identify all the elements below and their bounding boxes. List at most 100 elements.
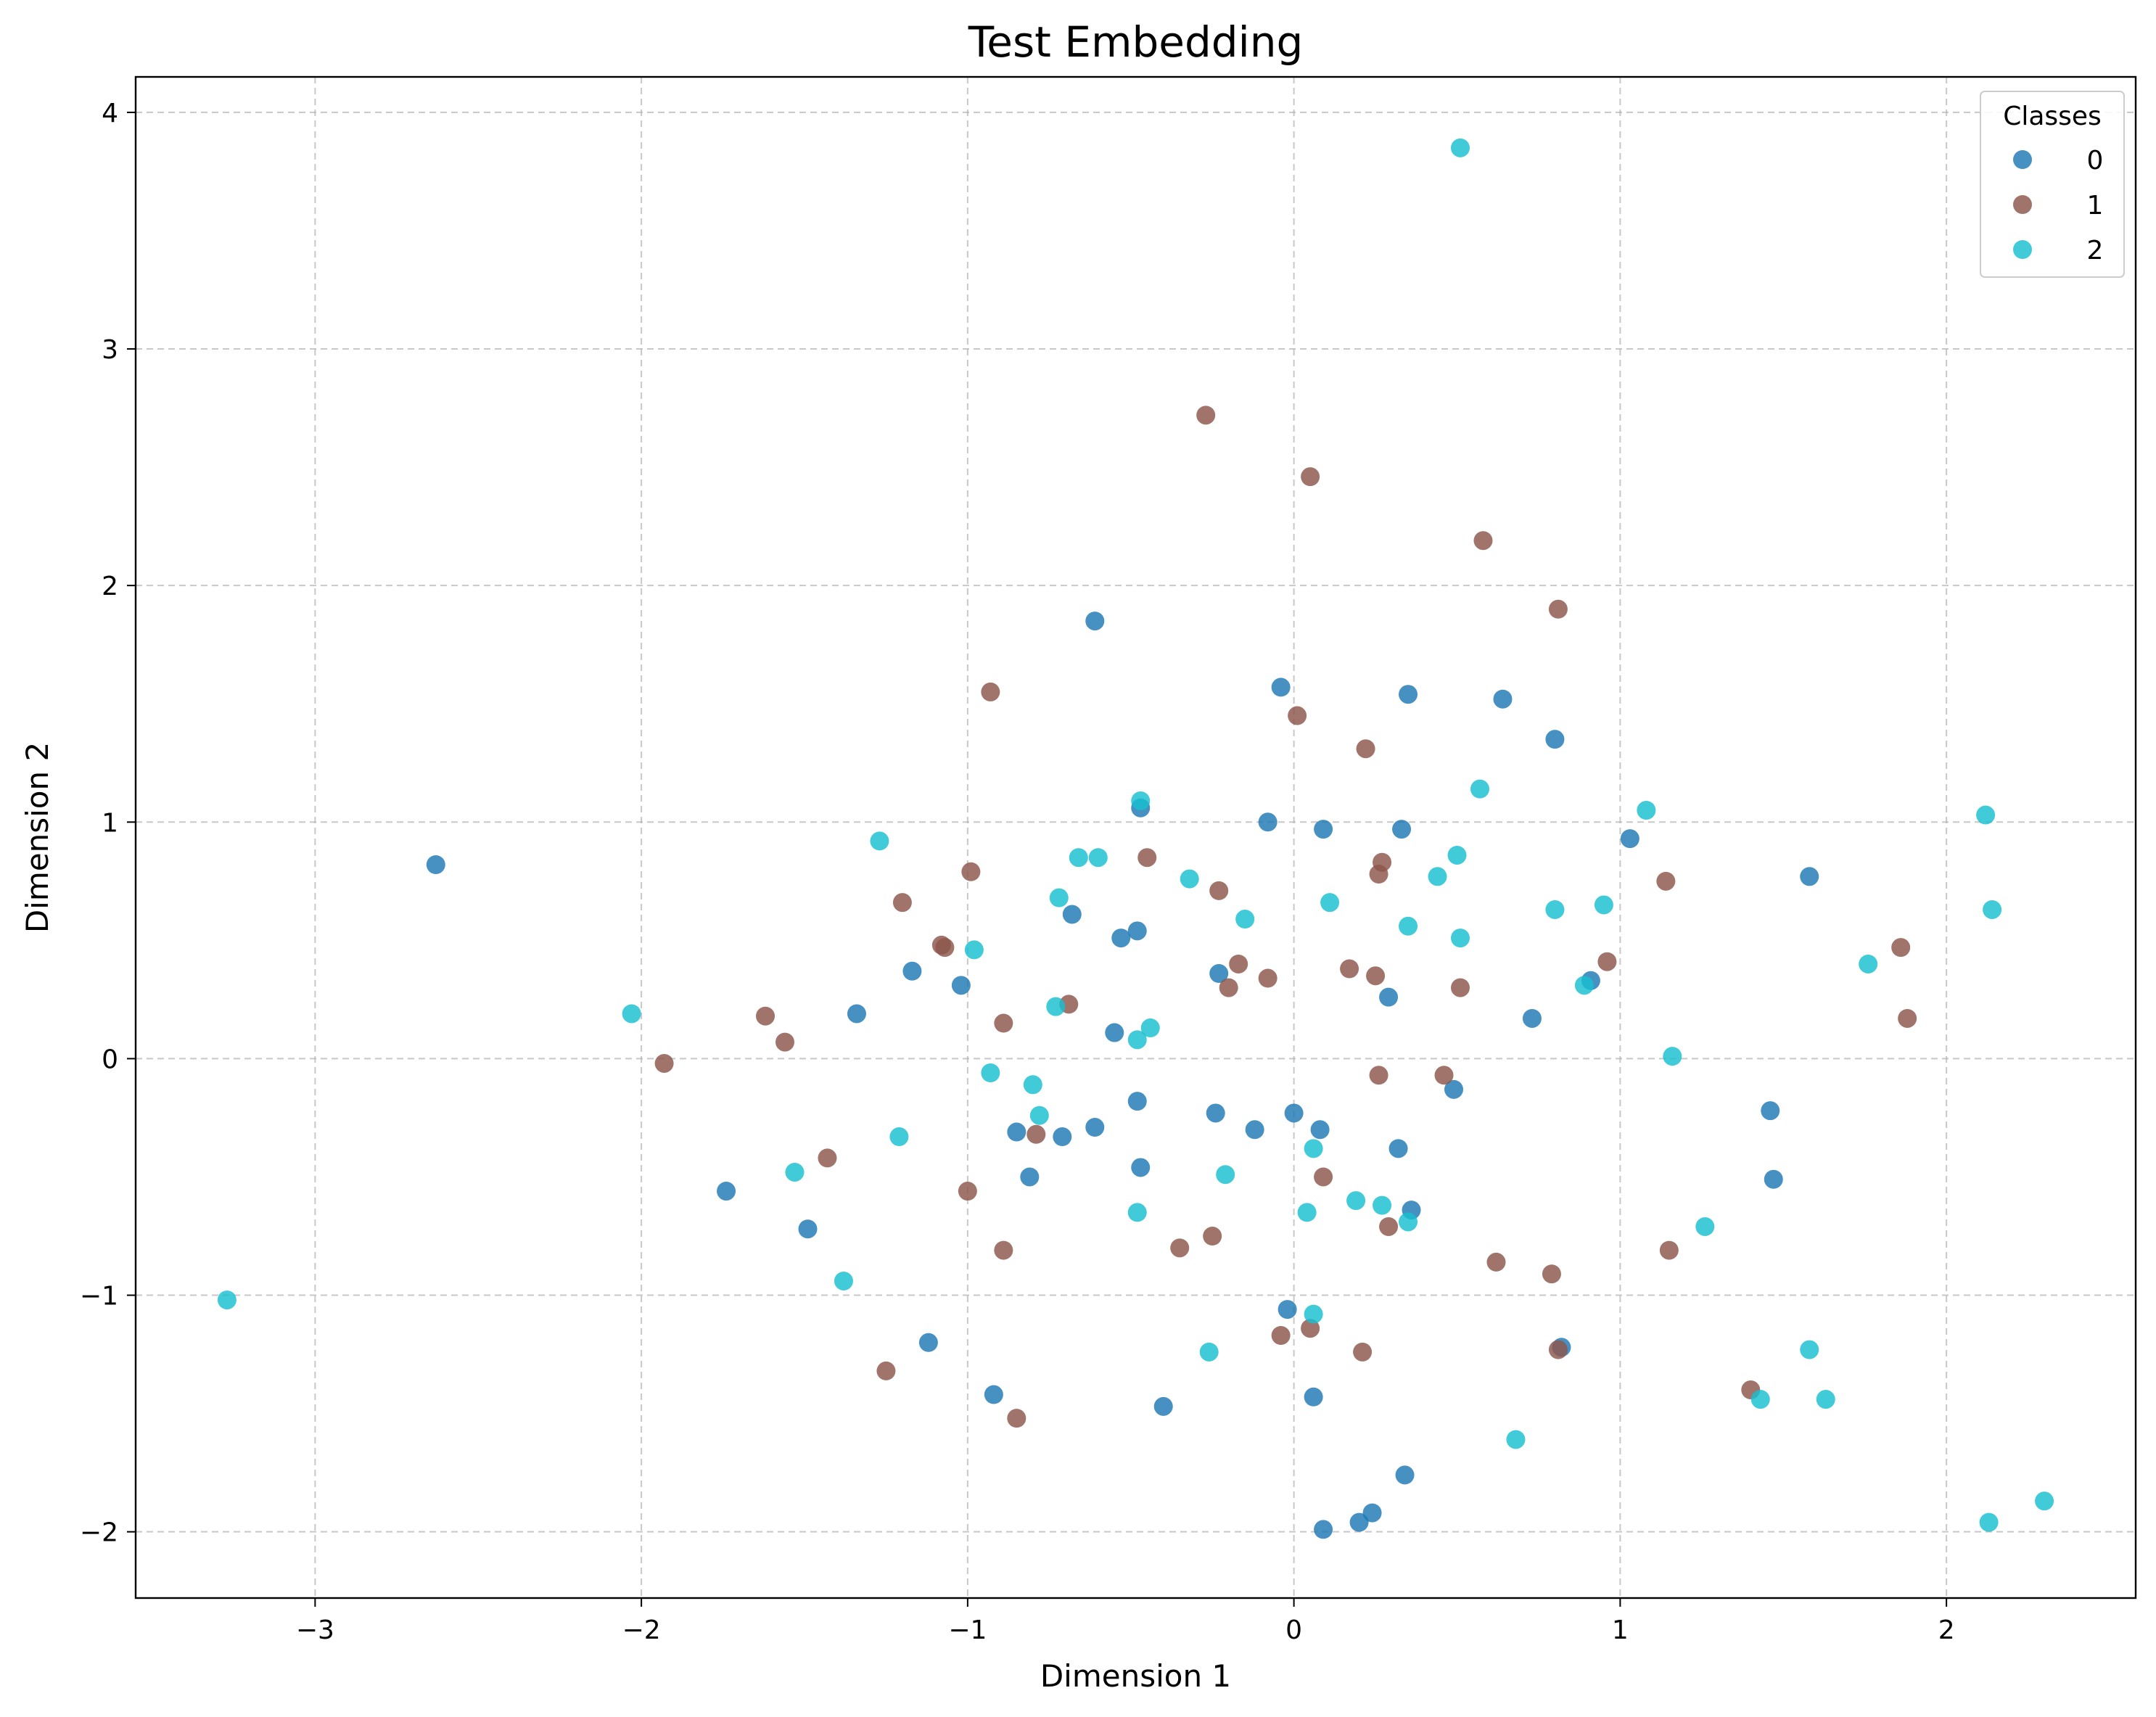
point-class-0 (1085, 1118, 1105, 1137)
point-class-2 (217, 1290, 236, 1310)
x-tick-label: 0 (1285, 1615, 1302, 1645)
point-class-2 (1399, 916, 1418, 936)
point-class-1 (961, 862, 981, 881)
point-class-1 (935, 938, 955, 958)
point-class-1 (1209, 881, 1229, 900)
point-class-0 (1314, 1520, 1333, 1539)
point-class-0 (1392, 820, 1412, 839)
point-class-0 (1127, 921, 1147, 941)
point-class-0 (847, 1004, 866, 1024)
point-class-0 (1388, 1139, 1408, 1158)
point-class-1 (775, 1032, 795, 1052)
y-tick-label: 0 (102, 1045, 118, 1074)
point-class-1 (1659, 1240, 1679, 1260)
point-class-2 (1451, 138, 1470, 157)
y-tick-label: 1 (102, 808, 118, 838)
point-class-2 (1127, 1203, 1147, 1222)
point-class-1 (1203, 1227, 1222, 1246)
point-class-1 (1366, 966, 1386, 986)
point-class-2 (1574, 976, 1594, 995)
point-class-0 (798, 1219, 818, 1239)
point-class-0 (1245, 1120, 1264, 1140)
point-class-1 (1597, 952, 1617, 971)
point-class-0 (1127, 1092, 1147, 1111)
point-class-2 (1447, 845, 1467, 865)
point-class-1 (1007, 1409, 1026, 1428)
point-class-0 (1209, 964, 1229, 984)
point-class-2 (1800, 1340, 1819, 1359)
point-class-1 (1271, 1325, 1291, 1345)
legend: Classes 0 1 2 (1980, 91, 2125, 278)
point-class-1 (1898, 1008, 1917, 1028)
legend-marker-1 (2013, 195, 2032, 214)
point-class-1 (1373, 852, 1392, 872)
point-class-0 (1522, 1008, 1542, 1028)
point-class-2 (1470, 779, 1489, 799)
point-class-2 (889, 1127, 909, 1147)
x-tick-label: 2 (1938, 1615, 1955, 1645)
point-class-0 (1395, 1465, 1415, 1485)
point-class-0 (1007, 1122, 1026, 1142)
point-class-2 (1637, 800, 1656, 820)
point-class-0 (1620, 829, 1639, 849)
x-tick-label: −1 (948, 1615, 987, 1645)
point-class-1 (1137, 848, 1157, 868)
point-class-1 (1656, 871, 1676, 891)
point-class-0 (1153, 1396, 1173, 1416)
point-class-0 (1284, 1103, 1304, 1123)
x-tick-label: −2 (622, 1615, 661, 1645)
point-class-1 (1026, 1124, 1046, 1144)
point-class-1 (994, 1240, 1013, 1260)
point-class-0 (1111, 929, 1131, 948)
point-class-1 (1379, 1216, 1399, 1236)
point-class-2 (1046, 997, 1066, 1016)
point-class-2 (1127, 1030, 1147, 1050)
point-class-1 (1229, 954, 1248, 973)
point-class-0 (1304, 1387, 1323, 1407)
point-class-0 (1362, 1503, 1382, 1523)
legend-marker-0 (2013, 150, 2032, 169)
point-class-1 (958, 1182, 977, 1201)
point-class-0 (1800, 867, 1819, 886)
point-class-2 (1983, 899, 2002, 919)
point-class-1 (756, 1006, 775, 1026)
grid (136, 77, 2136, 1598)
point-class-1 (1196, 405, 1216, 425)
point-class-2 (1428, 867, 1447, 886)
point-class-0 (918, 1333, 938, 1352)
point-class-0 (1131, 1158, 1151, 1177)
point-class-1 (994, 1013, 1013, 1033)
point-class-2 (1451, 929, 1470, 948)
point-class-2 (1816, 1390, 1835, 1409)
point-class-2 (622, 1004, 641, 1024)
plot-frame (134, 75, 2137, 1599)
point-class-0 (1314, 820, 1333, 839)
point-class-0 (1206, 1103, 1225, 1123)
point-class-0 (1764, 1169, 1783, 1189)
point-class-1 (981, 682, 1000, 701)
point-class-2 (1976, 805, 1996, 825)
point-class-1 (1314, 1167, 1333, 1187)
point-class-0 (902, 961, 922, 981)
point-class-2 (1131, 791, 1151, 810)
point-class-2 (1320, 893, 1340, 913)
point-class-1 (818, 1148, 837, 1168)
chart-title: Test Embedding (968, 17, 1304, 67)
point-class-0 (1545, 730, 1565, 749)
point-class-1 (1301, 467, 1320, 487)
point-class-2 (1180, 869, 1199, 889)
point-class-2 (1023, 1075, 1042, 1095)
point-class-0 (717, 1182, 736, 1201)
point-class-2 (1049, 888, 1069, 907)
point-class-0 (426, 855, 445, 875)
point-class-0 (1053, 1127, 1072, 1147)
point-class-0 (1493, 689, 1513, 709)
point-class-0 (1062, 905, 1082, 924)
point-class-2 (870, 831, 889, 851)
legend-box (1980, 91, 2125, 278)
point-class-0 (1277, 1300, 1297, 1319)
point-class-2 (1304, 1304, 1323, 1324)
point-class-2 (1859, 954, 1878, 973)
point-class-0 (1310, 1120, 1330, 1140)
